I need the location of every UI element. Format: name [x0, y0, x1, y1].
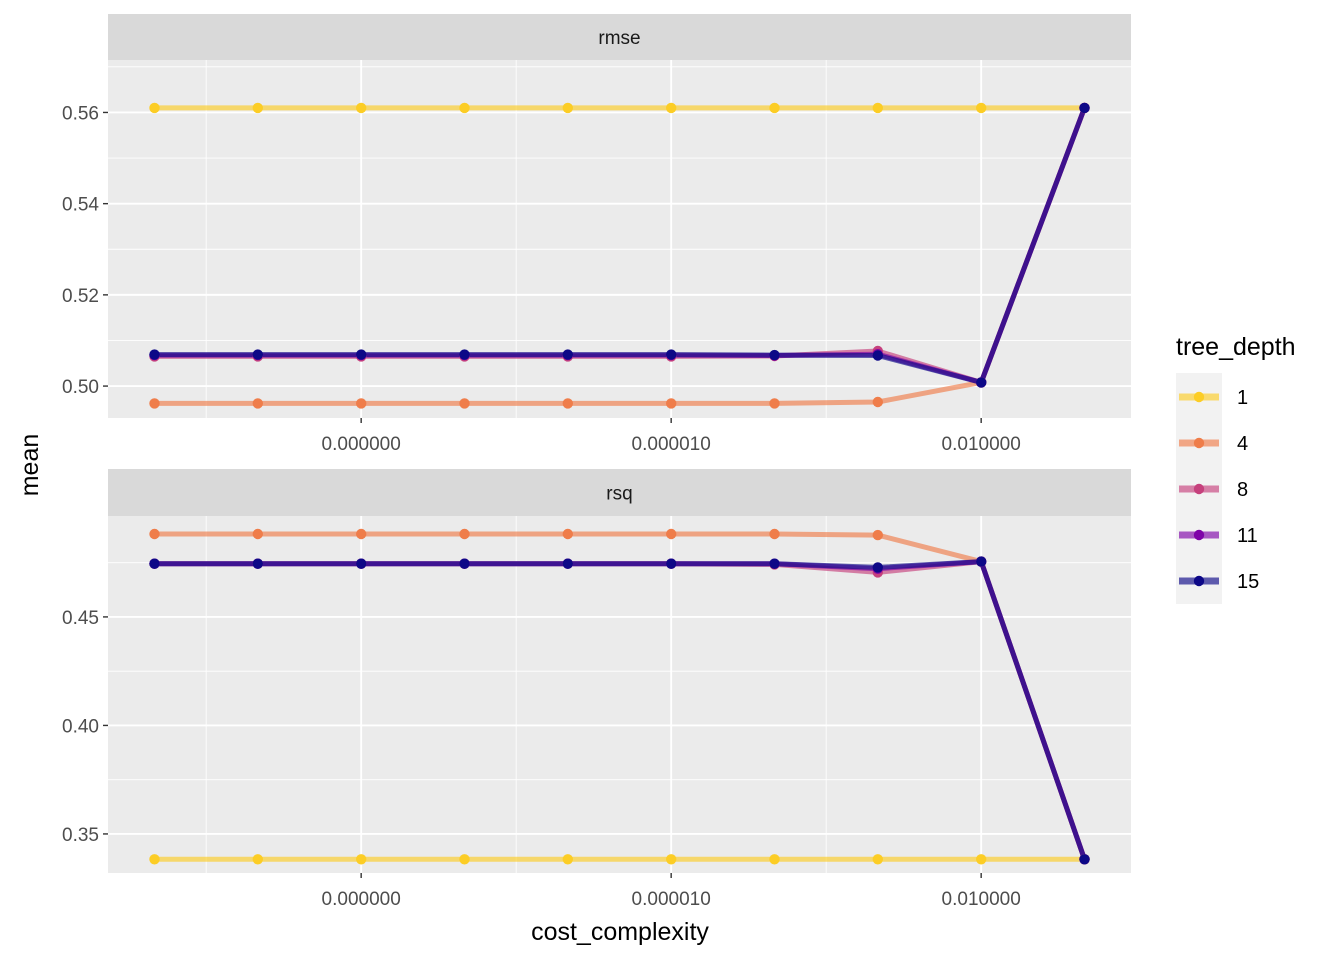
x-tick-label: 0.010000: [942, 889, 1021, 910]
data-point-15: [252, 349, 263, 360]
data-point-4: [149, 398, 160, 409]
data-point-1: [252, 102, 263, 114]
legend-key-point-8: [1193, 483, 1205, 495]
legend-label-1: 1: [1237, 387, 1248, 409]
data-point-4: [252, 398, 263, 409]
data-point-1: [872, 102, 883, 114]
data-point-1: [976, 102, 987, 114]
data-point-4: [562, 398, 573, 409]
strip-rmse: [108, 14, 1131, 60]
data-point-15: [252, 558, 263, 569]
data-point-15: [562, 349, 573, 360]
legend-key-point-15: [1193, 575, 1205, 587]
data-point-15: [459, 558, 470, 569]
series-line-15: [154, 107, 1087, 385]
data-point-4: [459, 528, 470, 540]
x-tick-label: 0.010000: [942, 434, 1021, 455]
series-line-4: [154, 531, 1087, 861]
legend-title: tree_depth: [1176, 333, 1296, 361]
data-point-15: [356, 558, 367, 569]
data-point-15: [976, 556, 987, 567]
data-point-1: [459, 854, 470, 865]
series-line-15: [154, 559, 1087, 861]
legend-key-point-4: [1193, 437, 1205, 449]
y-tick-label: 0.56: [62, 103, 99, 124]
legend: tree_depth 1 4 8 11 15: [1176, 333, 1296, 604]
data-point-1: [562, 854, 573, 865]
data-point-15: [976, 377, 987, 388]
y-tick-label: 0.40: [62, 716, 99, 737]
plot-background: [108, 60, 1131, 418]
data-point-1: [356, 854, 367, 865]
data-point-1: [562, 102, 573, 114]
plot-background: [108, 516, 1131, 873]
data-point-4: [666, 398, 677, 409]
data-point-15: [769, 558, 780, 569]
data-point-1: [769, 854, 780, 865]
x-tick-label: 0.000000: [322, 434, 401, 455]
data-point-1: [769, 102, 780, 114]
data-point-1: [666, 102, 677, 114]
data-point-4: [356, 528, 367, 540]
data-point-15: [1079, 102, 1090, 114]
data-point-1: [252, 854, 263, 865]
strip-label-rmse: rmse: [598, 28, 640, 49]
x-axis-title: cost_complexity: [531, 918, 709, 946]
data-point-15: [149, 349, 160, 360]
data-point-4: [872, 529, 883, 541]
y-tick-label: 0.45: [62, 608, 99, 629]
data-point-15: [562, 558, 573, 569]
y-axis-title: mean: [16, 434, 44, 497]
legend-label-8: 8: [1237, 479, 1248, 501]
data-point-1: [149, 102, 160, 114]
data-point-1: [149, 854, 160, 865]
data-point-4: [252, 528, 263, 540]
data-point-1: [872, 854, 883, 865]
data-point-15: [149, 558, 160, 569]
data-point-1: [666, 854, 677, 865]
data-point-15: [666, 349, 677, 360]
data-point-15: [769, 349, 780, 361]
x-tick-label: 0.000010: [632, 889, 711, 910]
legend-key-point-11: [1193, 529, 1205, 541]
y-tick-label: 0.50: [62, 377, 99, 398]
panel-rsq: rsq 0.35 0.40 0.45 0.000000 0.000010 0.010000: [62, 469, 1131, 910]
data-point-1: [976, 854, 987, 865]
data-point-4: [769, 528, 780, 540]
data-point-4: [666, 528, 677, 540]
x-tick-label: 0.000000: [322, 889, 401, 910]
data-point-15: [872, 350, 883, 361]
y-tick-label: 0.35: [62, 825, 99, 846]
data-point-4: [769, 398, 780, 409]
data-point-1: [459, 102, 470, 114]
data-point-4: [149, 528, 160, 540]
data-point-4: [872, 396, 883, 408]
y-tick-label: 0.54: [62, 195, 99, 216]
legend-label-11: 11: [1237, 525, 1258, 547]
data-point-4: [356, 398, 367, 409]
data-point-15: [459, 349, 470, 360]
x-tick-label: 0.000010: [632, 434, 711, 455]
panel-rmse: rmse 0.50 0.52 0.54 0.56 0.000000 0.000010 0.01…: [62, 14, 1131, 455]
data-point-15: [356, 349, 367, 360]
data-point-15: [872, 562, 883, 573]
y-tick-label: 0.52: [62, 286, 99, 307]
legend-label-15: 15: [1237, 571, 1259, 593]
series-line-4: [154, 107, 1087, 406]
data-point-15: [1079, 854, 1090, 865]
strip-label-rsq: rsq: [606, 484, 632, 505]
strip-rsq: [108, 469, 1131, 516]
data-point-15: [666, 558, 677, 569]
data-point-4: [562, 528, 573, 540]
legend-key-point-1: [1193, 391, 1205, 403]
panels-group: rmse 0.50 0.52 0.54 0.56 0.000000 0.000010 0.01…: [62, 14, 1131, 910]
data-point-4: [459, 398, 470, 409]
data-point-1: [356, 102, 367, 114]
legend-label-4: 4: [1237, 433, 1248, 455]
